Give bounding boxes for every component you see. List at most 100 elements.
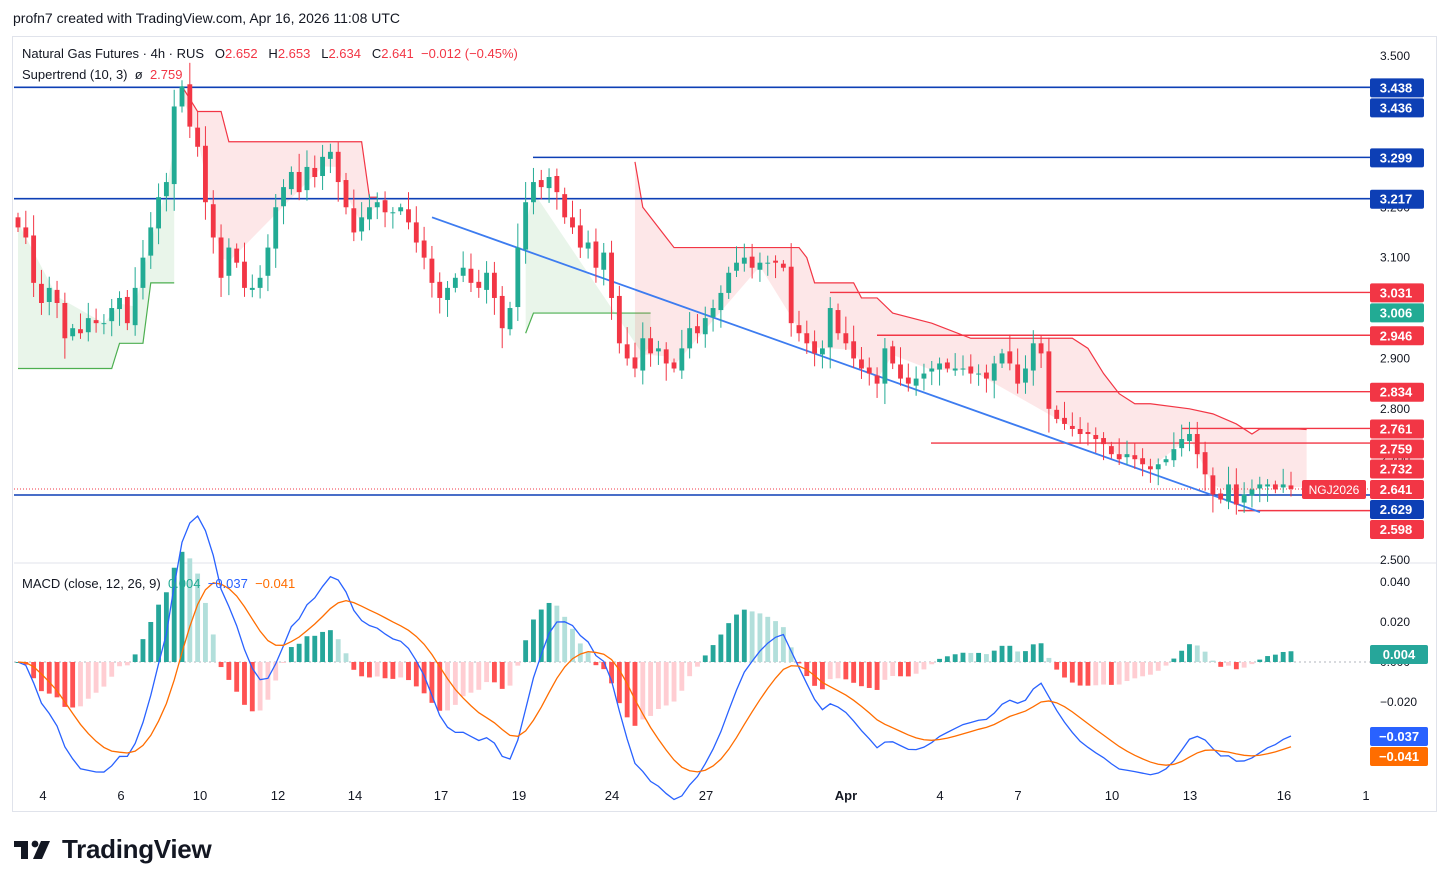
macd-axis-tick: 0.020 <box>1380 615 1410 629</box>
candle-body <box>1093 435 1099 440</box>
price-axis-label: 3.217 <box>1380 192 1413 207</box>
candle-body <box>1077 428 1083 435</box>
macd-histogram-bar <box>93 662 99 693</box>
time-axis-label: 4 <box>39 788 46 803</box>
time-axis-label: 7 <box>1014 788 1021 803</box>
macd-histogram-bar <box>632 662 638 726</box>
macd-histogram-bar <box>460 662 466 697</box>
candle-body <box>523 202 529 250</box>
supertrend-legend[interactable]: Supertrend (10, 3) ø 2.759 <box>22 67 182 82</box>
symbol-label[interactable]: Natural Gas Futures · 4h · RUS <box>22 46 205 61</box>
price-axis-label-bg <box>1370 479 1424 499</box>
macd-histogram-bar <box>874 662 880 690</box>
macd-histogram-bar <box>1272 654 1278 662</box>
candle-body <box>859 359 864 369</box>
candle-body <box>866 367 872 374</box>
candle-body <box>468 268 474 283</box>
candle-body <box>343 180 349 208</box>
price-axis-label-bg <box>1370 303 1424 323</box>
time-axis-label: 24 <box>605 788 619 803</box>
macd-histogram-bar <box>1288 651 1294 662</box>
macd-histogram-bar <box>648 662 654 716</box>
price-axis-label: 2.946 <box>1380 328 1413 343</box>
open-value: 2.652 <box>225 46 258 61</box>
macd-signal-value: −0.041 <box>255 576 296 591</box>
macd-histogram-bar <box>991 650 997 662</box>
macd-histogram-bar <box>531 619 536 662</box>
price-axis-label-bg <box>1370 499 1424 519</box>
candle-body <box>476 281 482 288</box>
price-axis-tick: 2.500 <box>1380 553 1410 567</box>
macd-histogram-bar <box>46 662 52 694</box>
macd-histogram-bar <box>367 662 372 678</box>
macd-legend[interactable]: MACD (close, 12, 26, 9) 0.004 −0.037 −0.… <box>22 576 295 591</box>
macd-histogram-bar <box>1007 645 1013 662</box>
macd-histogram-bar <box>226 662 232 680</box>
price-axis-label: 2.834 <box>1380 385 1413 400</box>
price-axis-label-bg <box>1370 382 1424 402</box>
macd-histogram-bar <box>171 567 177 662</box>
candle-body <box>148 227 154 256</box>
price-axis-label-bg <box>1370 459 1424 479</box>
macd-histogram-bar <box>1233 662 1239 670</box>
macd-histogram-bar <box>117 662 122 667</box>
macd-histogram-bar <box>398 662 404 678</box>
macd-histogram-bar <box>476 662 482 690</box>
candle-body <box>874 375 880 384</box>
macd-histogram-bar <box>109 662 115 677</box>
candle-body <box>156 197 161 229</box>
macd-histogram-bar <box>374 662 380 677</box>
time-axis-label: 6 <box>117 788 124 803</box>
candle-body <box>218 237 224 278</box>
macd-histogram-bar <box>859 662 864 687</box>
macd-histogram-bar <box>1241 662 1247 668</box>
candle-body <box>757 262 763 270</box>
macd-histogram-bar <box>1077 662 1083 686</box>
candle-body <box>538 180 544 188</box>
macd-histogram-bar <box>827 662 833 680</box>
candle-body <box>890 346 896 364</box>
macd-histogram-bar <box>1046 657 1052 662</box>
macd-histogram-bar <box>1163 662 1169 666</box>
candle-body <box>499 295 505 329</box>
macd-histogram-bar <box>234 662 240 692</box>
price-axis-label-bg <box>1370 439 1424 459</box>
candle-body <box>609 252 614 298</box>
macd-histogram-bar <box>304 636 310 662</box>
candle-body <box>702 318 708 335</box>
macd-histogram-bar <box>31 662 37 679</box>
macd-histogram-bar <box>39 662 44 692</box>
candle-body <box>937 363 942 370</box>
macd-histogram-bar <box>780 627 786 662</box>
macd-histogram-bar <box>983 654 989 662</box>
candle-body <box>39 283 44 303</box>
macd-histogram-bar <box>1054 662 1060 670</box>
candle-body <box>382 200 388 213</box>
macd-axis-tick: 0.040 <box>1380 575 1410 589</box>
chart-attribution: profn7 created with TradingView.com, Apr… <box>13 10 401 26</box>
tradingview-logo[interactable]: TradingView <box>14 834 212 865</box>
macd-histogram-bar <box>921 662 927 670</box>
candle-body <box>913 378 919 386</box>
supertrend-down-line <box>634 161 1307 435</box>
candle-body <box>491 272 497 298</box>
candle-body <box>554 176 560 193</box>
time-axis-label: 27 <box>699 788 713 803</box>
candle-body <box>1280 484 1286 488</box>
candle-body <box>226 247 232 276</box>
macd-histogram-bar <box>406 662 411 681</box>
macd-histogram-bar <box>382 662 388 679</box>
candle-body <box>1210 475 1216 495</box>
macd-histogram-bar <box>585 652 591 662</box>
candle-body <box>1233 484 1239 505</box>
macd-histogram-bar <box>437 662 443 711</box>
candle-body <box>445 287 450 300</box>
candle-body <box>484 272 490 290</box>
macd-histogram-bar <box>312 635 318 662</box>
symbol-price-tag-bg <box>1302 479 1366 499</box>
candle-body <box>406 209 411 223</box>
macd-histogram-bar <box>1249 662 1255 665</box>
candle-body <box>1179 439 1185 449</box>
macd-histogram-bar <box>593 662 599 666</box>
